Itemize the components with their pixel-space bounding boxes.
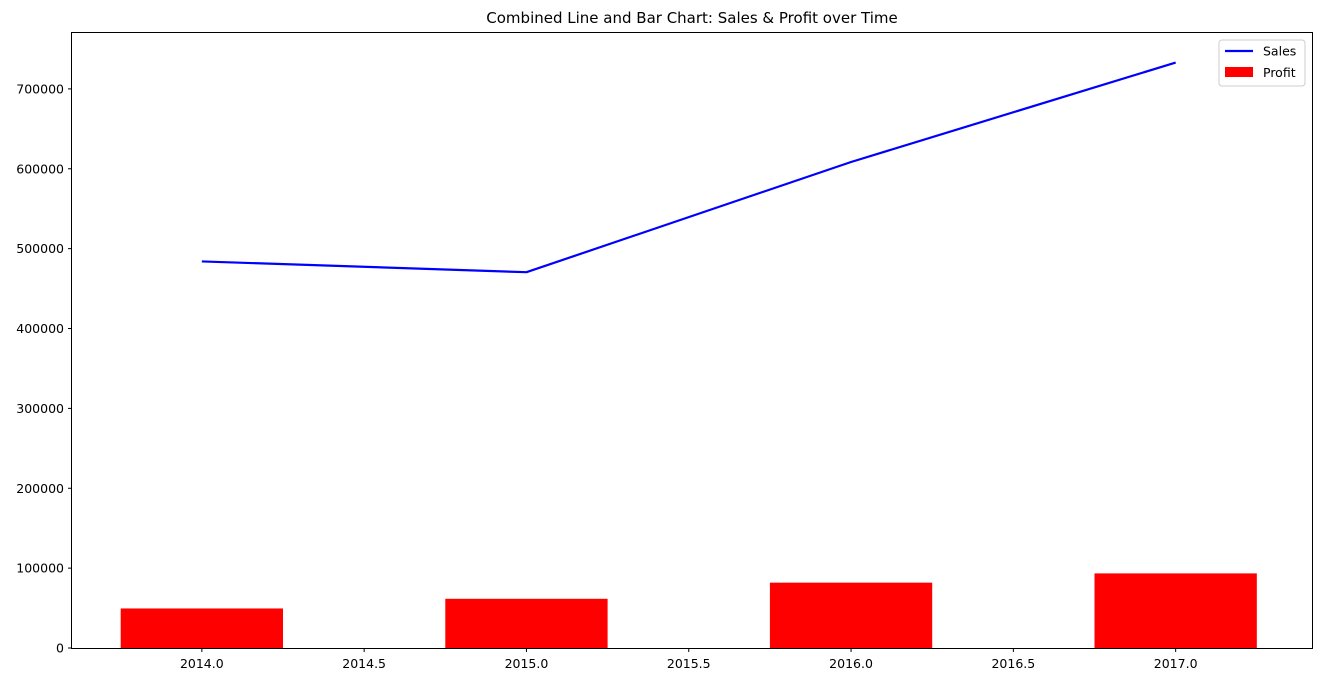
- legend-profit-label: Profit: [1263, 65, 1296, 80]
- legend-profit-swatch: [1225, 67, 1253, 77]
- y-tick-label: 200000: [16, 481, 64, 496]
- y-tick-label: 300000: [16, 401, 64, 416]
- y-tick-label: 600000: [16, 161, 64, 176]
- profit-bar-2015: [445, 598, 608, 648]
- plot-area-frame: [71, 32, 1313, 649]
- sales-line-group: [201, 61, 1176, 274]
- y-tick-label: 700000: [16, 81, 64, 96]
- y-tick-label: 500000: [16, 241, 64, 256]
- x-tick-label: 2016.0: [829, 656, 873, 671]
- legend-sales-label: Sales: [1263, 44, 1296, 59]
- profit-bar-2014: [120, 608, 283, 648]
- x-tick-label: 2014.5: [342, 656, 386, 671]
- profit-bar-2017: [1094, 573, 1257, 648]
- y-tick-label: 100000: [16, 561, 64, 576]
- y-axis-ticks: 0 100000 200000 300000 400000 500000 600000 700…: [16, 81, 72, 656]
- profit-bar-2016: [769, 582, 933, 648]
- x-tick-label: 2014.0: [180, 656, 224, 671]
- y-tick-label: 0: [56, 641, 64, 656]
- legend: Sales Profit: [1218, 39, 1306, 87]
- profit-bars: [120, 573, 1257, 648]
- chart-title: Combined Line and Bar Chart: Sales & Pro…: [486, 9, 897, 27]
- x-axis-ticks: 2014.0 2014.5 2015.0 2015.5 2016.0 2016.5 2017…: [180, 648, 1198, 671]
- y-tick-label: 400000: [16, 321, 64, 336]
- x-tick-label: 2016.5: [991, 656, 1035, 671]
- x-tick-label: 2017.0: [1154, 656, 1198, 671]
- x-tick-label: 2015.5: [667, 656, 711, 671]
- sales-line: [201, 61, 1176, 274]
- x-tick-label: 2015.0: [505, 656, 549, 671]
